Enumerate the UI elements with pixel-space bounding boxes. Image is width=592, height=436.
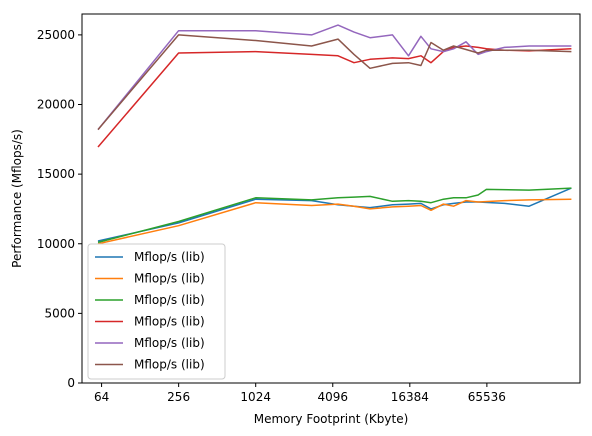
series-line-4	[97, 45, 572, 148]
y-tick-label: 10000	[37, 237, 75, 251]
legend-entry-label: Mflop/s (lib)	[134, 336, 205, 350]
y-tick-label: 20000	[37, 98, 75, 112]
legend: Mflop/s (lib) Mflop/s (lib) Mflop/s (lib) M…	[87, 243, 226, 380]
series-line-2	[97, 198, 572, 245]
legend-entry-label: Mflop/s (lib)	[134, 315, 205, 329]
series-layer	[97, 24, 572, 245]
x-tick-label: 256	[167, 390, 190, 404]
x-tick-label: 1024	[240, 390, 271, 404]
plot-frame	[81, 13, 581, 384]
series-line-6	[97, 34, 572, 131]
y-tick-label: 15000	[37, 167, 75, 181]
ticks-layer: 64 256 1024 4096 16384 65536 0 5000 10000 15000 20…	[37, 28, 506, 404]
y-tick-label: 5000	[44, 306, 75, 320]
legend-entry-label: Mflop/s (lib)	[134, 272, 205, 286]
x-axis-label: Memory Footprint (Kbyte)	[254, 412, 409, 426]
x-tick-label: 65536	[468, 390, 506, 404]
legend-entry-label: Mflop/s (lib)	[134, 293, 205, 307]
x-tick-label: 16384	[391, 390, 429, 404]
y-tick-label: 25000	[37, 28, 75, 42]
legend-entry-label: Mflop/s (lib)	[134, 250, 205, 264]
y-axis-label: Performance (Mflops/s)	[10, 129, 24, 268]
x-tick-label: 64	[94, 390, 109, 404]
series-line-5	[97, 24, 572, 131]
x-tick-label: 4096	[317, 390, 348, 404]
y-tick-label: 0	[67, 376, 75, 390]
legend-entry-label: Mflop/s (lib)	[134, 358, 205, 372]
series-line-3	[97, 187, 572, 244]
